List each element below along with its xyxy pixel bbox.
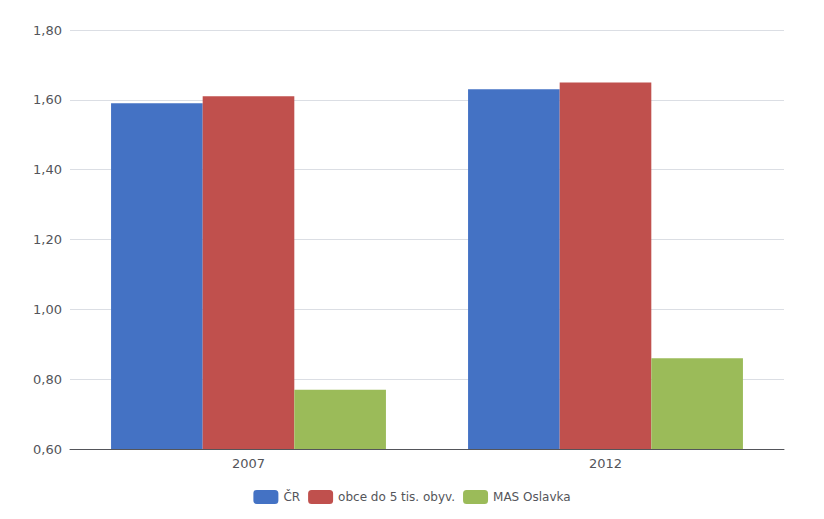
svg-text:ČR: ČR: [283, 489, 300, 504]
svg-text:obce do 5 tis. obyv.: obce do 5 tis. obyv.: [338, 490, 455, 504]
svg-text:1,00: 1,00: [33, 302, 62, 317]
svg-text:1,20: 1,20: [33, 232, 62, 247]
svg-text:0,80: 0,80: [33, 372, 62, 387]
svg-text:1,80: 1,80: [33, 23, 62, 38]
svg-text:2007: 2007: [232, 456, 265, 471]
svg-text:1,60: 1,60: [33, 92, 62, 107]
svg-text:1,40: 1,40: [33, 162, 62, 177]
svg-text:MAS Oslavka: MAS Oslavka: [493, 490, 571, 504]
svg-text:0,60: 0,60: [33, 442, 62, 457]
svg-text:2012: 2012: [589, 456, 622, 471]
